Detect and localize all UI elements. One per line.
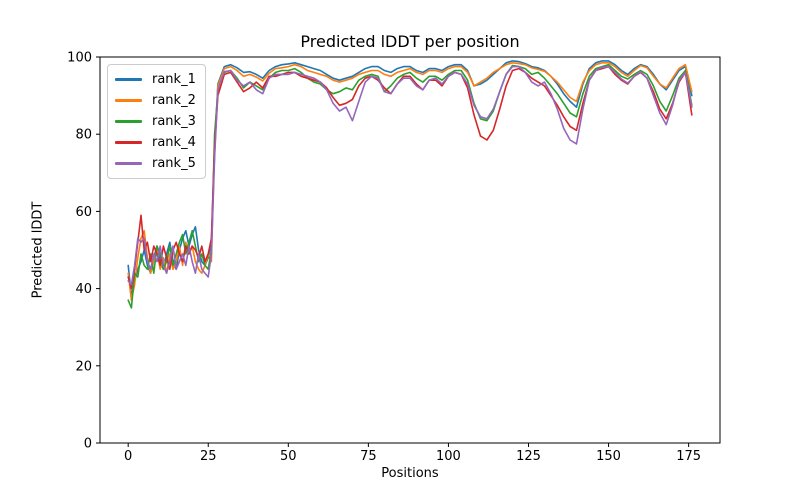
legend-item-rank_4: rank_4 — [115, 132, 196, 153]
series-line-rank_2 — [127, 61, 693, 302]
series-line-rank_3 — [127, 63, 693, 309]
legend-item-rank_5: rank_5 — [115, 153, 196, 174]
x-tick-label: 50 — [280, 449, 297, 464]
legend-item-rank_1: rank_1 — [115, 69, 196, 90]
x-tick-label: 100 — [436, 449, 461, 464]
x-tick-label: 25 — [200, 449, 217, 464]
legend-item-rank_3: rank_3 — [115, 111, 196, 132]
legend-line-swatch — [115, 162, 142, 165]
legend-label: rank_3 — [152, 114, 196, 129]
legend-label: rank_1 — [152, 72, 196, 87]
legend-line-swatch — [115, 141, 142, 144]
y-axis-label: Predicted lDDT — [30, 201, 46, 299]
y-tick-label: 0 — [84, 437, 92, 452]
legend-label: rank_4 — [152, 135, 196, 150]
legend: rank_1 rank_2 rank_3 rank_4 rank_5 — [107, 64, 206, 179]
y-tick-label: 40 — [75, 282, 92, 297]
series-line-rank_4 — [127, 65, 693, 290]
x-tick-label: 125 — [516, 449, 541, 464]
x-tick-label: 150 — [596, 449, 621, 464]
legend-line-swatch — [115, 99, 142, 102]
x-axis-label: Positions — [381, 466, 439, 481]
legend-line-swatch — [115, 120, 142, 123]
legend-line-swatch — [115, 78, 142, 81]
x-tick-label: 75 — [360, 449, 377, 464]
y-tick-label: 100 — [67, 51, 92, 66]
legend-label: rank_5 — [152, 156, 196, 171]
y-tick-label: 80 — [75, 128, 92, 143]
y-tick-label: 60 — [75, 205, 92, 220]
plot-frame — [99, 56, 721, 444]
x-tick-label: 0 — [124, 449, 132, 464]
legend-label: rank_2 — [152, 93, 196, 108]
series-line-rank_5 — [127, 65, 693, 286]
chart-title: Predicted lDDT per position — [300, 32, 520, 51]
legend-item-rank_2: rank_2 — [115, 90, 196, 111]
y-tick-label: 20 — [75, 359, 92, 374]
x-tick-label: 175 — [676, 449, 701, 464]
